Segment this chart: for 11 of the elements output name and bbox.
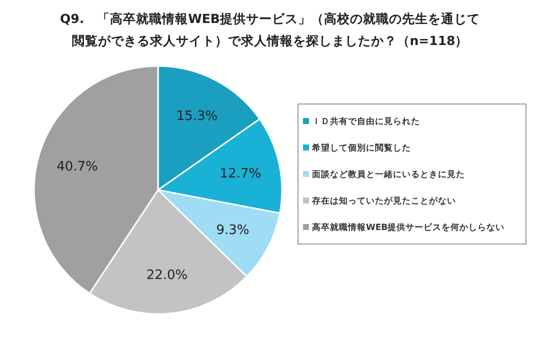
- legend-label: ＩＤ共有で自由に見られた: [312, 116, 420, 127]
- data-label: 15.3%: [176, 109, 218, 124]
- data-label: 40.7%: [56, 160, 98, 175]
- legend-label: 面談など教員と一緒にいるときに見た: [311, 169, 465, 180]
- data-label: 12.7%: [220, 166, 262, 182]
- data-label: 9.3%: [216, 222, 250, 238]
- legend-label: 存在は知っていたが見たことがない: [311, 196, 456, 206]
- legend-label: 高卒就職情報WEB提供サービスを何かしらない: [312, 222, 505, 233]
- data-label: 22.0%: [146, 268, 188, 283]
- legend-label: 希望して個別に閲覧した: [311, 142, 411, 154]
- chart-title: Q9. 「高卒就職情報WEB提供サービス」（高校の就職の先生を通じて閲覧ができる求人サイト）で求人情報を探しましたか？（n=118）: [60, 10, 480, 50]
